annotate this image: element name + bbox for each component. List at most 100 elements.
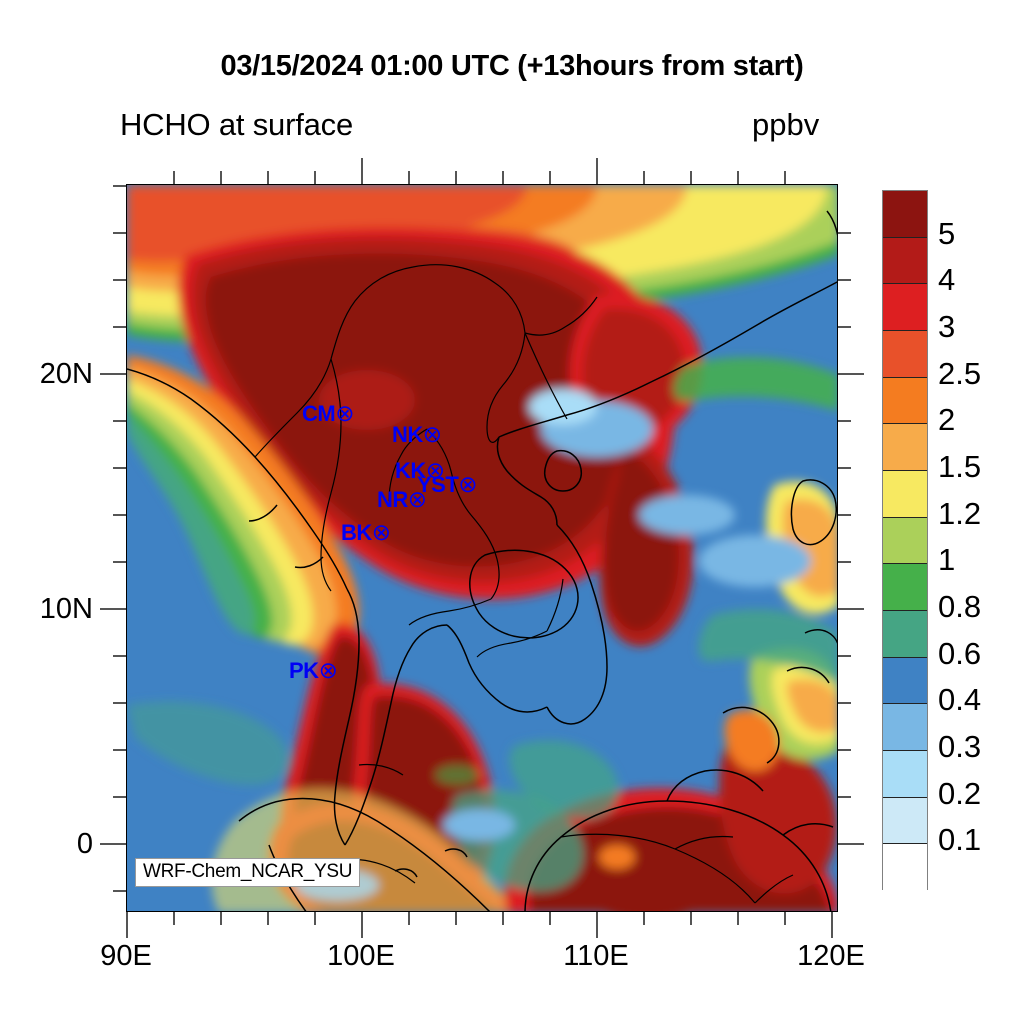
colorbar-band-1 bbox=[883, 237, 927, 285]
city-label-nr: NR bbox=[377, 487, 408, 512]
colorbar-band-7 bbox=[883, 517, 927, 565]
tick-major bbox=[596, 158, 598, 184]
colorbar-band-0 bbox=[883, 191, 927, 238]
city-marker-kk[interactable]: KK⊗ bbox=[395, 459, 445, 482]
tick-major bbox=[838, 373, 864, 375]
city-marker-nk[interactable]: NK⊗ bbox=[392, 423, 442, 446]
tick-minor bbox=[838, 561, 851, 563]
tick-minor bbox=[690, 171, 692, 184]
colorbar-band-11 bbox=[883, 704, 927, 751]
y-axis-label-20n: 20N bbox=[39, 358, 93, 390]
city-marker-pk[interactable]: PK⊗ bbox=[289, 657, 338, 683]
units-label: ppbv bbox=[752, 107, 820, 142]
city-label-cm: CM bbox=[302, 401, 336, 426]
tick-minor bbox=[838, 514, 851, 516]
x-axis-label-120e: 120E bbox=[797, 940, 865, 972]
colorbar-label-0.4: 0.4 bbox=[938, 682, 982, 718]
tick-minor bbox=[113, 702, 126, 704]
tick-minor bbox=[690, 912, 692, 925]
colorbar-band-8 bbox=[883, 564, 927, 611]
colorbar-label-2.5: 2.5 bbox=[938, 355, 982, 391]
x-axis-label-90e: 90E bbox=[100, 940, 152, 972]
tick-minor bbox=[113, 655, 126, 657]
colorbar-band-5 bbox=[883, 424, 927, 471]
tick-minor bbox=[220, 912, 222, 925]
colorbar[interactable] bbox=[882, 190, 928, 891]
tick-major bbox=[596, 912, 598, 938]
tick-minor bbox=[549, 912, 551, 925]
tick-minor bbox=[173, 171, 175, 184]
y-axis-label-10n: 10N bbox=[39, 593, 93, 625]
tick-major bbox=[126, 912, 128, 938]
tick-minor bbox=[220, 171, 222, 184]
colorbar-band-10 bbox=[883, 657, 927, 705]
tick-minor bbox=[502, 171, 504, 184]
city-marker-cm[interactable]: CM⊗ bbox=[302, 402, 354, 425]
tick-minor bbox=[838, 655, 851, 657]
colorbar-label-1.5: 1.5 bbox=[938, 449, 982, 484]
tick-minor bbox=[113, 467, 126, 469]
colorbar-band-2 bbox=[883, 284, 927, 331]
colorbar-label-0.2: 0.2 bbox=[938, 775, 982, 811]
tick-minor bbox=[408, 171, 410, 184]
colorbar-band-9 bbox=[883, 610, 927, 658]
city-label-yst: YST bbox=[417, 472, 459, 497]
tick-minor bbox=[113, 890, 126, 892]
tick-major bbox=[100, 608, 126, 610]
tick-minor bbox=[267, 171, 269, 184]
map-plot-area[interactable]: CM⊗ NK⊗ KK⊗ YST⊗ NR⊗ BK⊗ PK⊗ WRF-Chem_NC… bbox=[126, 184, 838, 912]
tick-minor bbox=[113, 796, 126, 798]
colorbar-label-0.8: 0.8 bbox=[938, 589, 982, 624]
hcho-contour-svg bbox=[127, 185, 837, 911]
colorbar-label-4: 4 bbox=[938, 262, 956, 298]
contour-field: CM⊗ NK⊗ KK⊗ YST⊗ NR⊗ BK⊗ PK⊗ WRF-Chem_NC… bbox=[127, 185, 837, 911]
tick-major bbox=[100, 843, 126, 845]
station-symbol-icon: ⊗ bbox=[371, 519, 391, 545]
tick-minor bbox=[838, 326, 851, 328]
station-symbol-icon: ⊗ bbox=[318, 657, 338, 683]
tick-major bbox=[838, 843, 864, 845]
tick-major bbox=[361, 912, 363, 938]
tick-minor bbox=[784, 912, 786, 925]
x-axis-label-110e: 110E bbox=[563, 940, 629, 972]
tick-major bbox=[100, 373, 126, 375]
tick-minor bbox=[838, 796, 851, 798]
tick-minor bbox=[502, 912, 504, 925]
city-label-nk: NK bbox=[392, 422, 423, 447]
tick-minor bbox=[455, 171, 457, 184]
tick-minor bbox=[784, 171, 786, 184]
page-title: 03/15/2024 01:00 UTC (+13hours from star… bbox=[220, 50, 804, 82]
city-marker-nr[interactable]: NR⊗ bbox=[377, 488, 427, 511]
colorbar-band-14 bbox=[883, 844, 927, 891]
tick-minor bbox=[408, 912, 410, 925]
tick-minor bbox=[838, 232, 851, 234]
station-symbol-icon: ⊗ bbox=[335, 400, 354, 426]
tick-minor bbox=[173, 912, 175, 925]
tick-minor bbox=[113, 279, 126, 281]
station-symbol-icon: ⊗ bbox=[425, 457, 445, 483]
tick-minor bbox=[737, 171, 739, 184]
colorbar-label-1: 1 bbox=[938, 542, 956, 578]
colorbar-band-4 bbox=[883, 377, 927, 425]
tick-minor bbox=[838, 279, 851, 281]
tick-major bbox=[831, 912, 833, 938]
tick-minor bbox=[838, 749, 851, 751]
tick-major bbox=[361, 158, 363, 184]
colorbar-label-2: 2 bbox=[938, 402, 956, 438]
tick-minor bbox=[113, 326, 126, 328]
station-symbol-icon: ⊗ bbox=[422, 421, 442, 447]
tick-minor bbox=[267, 912, 269, 925]
colorbar-label-1.2: 1.2 bbox=[938, 495, 982, 531]
colorbar-label-5: 5 bbox=[938, 215, 956, 251]
city-label-kk: KK bbox=[395, 458, 426, 483]
tick-minor bbox=[113, 749, 126, 751]
city-marker-yst[interactable]: YST⊗ bbox=[417, 472, 478, 497]
tick-minor bbox=[838, 420, 851, 422]
tick-minor bbox=[643, 912, 645, 925]
colorbar-label-0.6: 0.6 bbox=[938, 635, 982, 671]
tick-minor bbox=[643, 171, 645, 184]
tick-minor bbox=[113, 561, 126, 563]
colorbar-label-0.3: 0.3 bbox=[938, 729, 982, 764]
city-marker-bk[interactable]: BK⊗ bbox=[341, 521, 391, 544]
